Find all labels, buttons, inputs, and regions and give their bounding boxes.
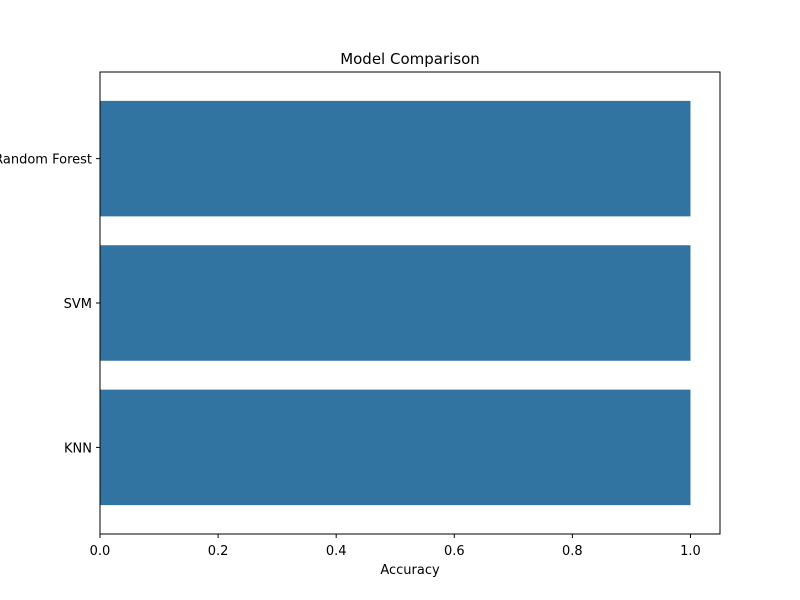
x-tick-label: 0.8: [562, 544, 583, 559]
y-tick-label: SVM: [64, 297, 92, 312]
bars-layer: [100, 100, 691, 506]
x-tick-label: 0.6: [444, 544, 465, 559]
bar-knn: [100, 389, 691, 506]
bar-random-forest: [100, 100, 691, 217]
bar-svm: [100, 245, 691, 361]
x-axis-label: Accuracy: [380, 563, 440, 578]
x-tick-label: 1.0: [680, 544, 701, 559]
y-tick-label: KNN: [64, 441, 92, 456]
y-tick-label: Random Forest: [0, 153, 92, 168]
x-tick-label: 0.2: [208, 544, 229, 559]
x-ticks-layer: 0.0 0.2 0.4 0.6 0.8 1.0: [90, 534, 701, 559]
y-ticks-layer: Random Forest SVM KNN: [0, 153, 100, 456]
chart-title: Model Comparison: [340, 50, 480, 68]
x-tick-label: 0.4: [326, 544, 347, 559]
x-tick-label: 0.0: [90, 544, 111, 559]
